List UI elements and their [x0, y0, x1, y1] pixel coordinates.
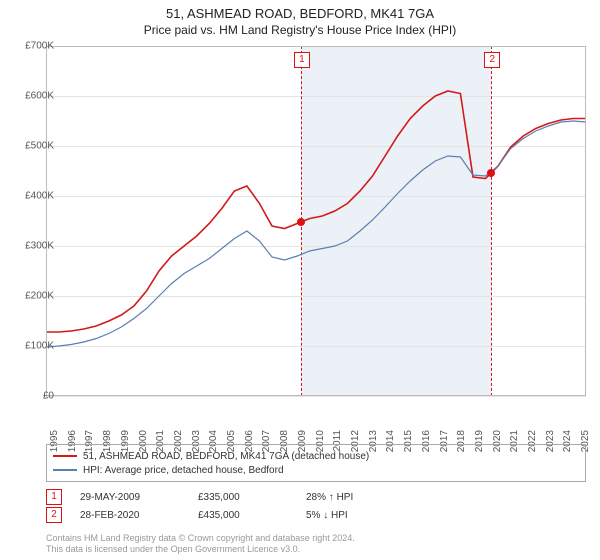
- event-dot-1: [297, 218, 305, 226]
- y-tick-label: £500K: [10, 141, 54, 152]
- legend-label: 51, ASHMEAD ROAD, BEDFORD, MK41 7GA (det…: [83, 451, 369, 462]
- footer-attribution: Contains HM Land Registry data © Crown c…: [46, 533, 586, 556]
- y-tick-label: £0: [10, 391, 54, 402]
- y-tick-label: £300K: [10, 241, 54, 252]
- chart-title-2: Price paid vs. HM Land Registry's House …: [0, 23, 600, 37]
- footer-line-2: This data is licensed under the Open Gov…: [46, 544, 586, 556]
- footer-line-1: Contains HM Land Registry data © Crown c…: [46, 533, 586, 545]
- event-id-box: 1: [46, 489, 62, 505]
- event-price: £435,000: [198, 510, 288, 521]
- legend: 51, ASHMEAD ROAD, BEDFORD, MK41 7GA (det…: [46, 444, 586, 482]
- event-dot-2: [487, 169, 495, 177]
- event-delta: 5% ↓ HPI: [306, 510, 348, 521]
- event-date: 28-FEB-2020: [80, 510, 180, 521]
- y-tick-label: £400K: [10, 191, 54, 202]
- y-tick-label: £600K: [10, 91, 54, 102]
- event-row: 2 28-FEB-2020 £435,000 5% ↓ HPI: [46, 506, 586, 524]
- event-price: £335,000: [198, 492, 288, 503]
- y-tick-label: £100K: [10, 341, 54, 352]
- y-tick-label: £200K: [10, 291, 54, 302]
- chart-title-1: 51, ASHMEAD ROAD, BEDFORD, MK41 7GA: [0, 6, 600, 21]
- y-tick-label: £700K: [10, 41, 54, 52]
- legend-item: 51, ASHMEAD ROAD, BEDFORD, MK41 7GA (det…: [53, 449, 579, 463]
- event-delta: 28% ↑ HPI: [306, 492, 353, 503]
- legend-label: HPI: Average price, detached house, Bedf…: [83, 465, 284, 476]
- event-date: 29-MAY-2009: [80, 492, 180, 503]
- event-table: 1 29-MAY-2009 £335,000 28% ↑ HPI 2 28-FEB-202…: [46, 488, 586, 524]
- event-id-box: 2: [46, 507, 62, 523]
- legend-item: HPI: Average price, detached house, Bedf…: [53, 463, 579, 477]
- event-row: 1 29-MAY-2009 £335,000 28% ↑ HPI: [46, 488, 586, 506]
- chart-plot-area: 12: [46, 46, 586, 396]
